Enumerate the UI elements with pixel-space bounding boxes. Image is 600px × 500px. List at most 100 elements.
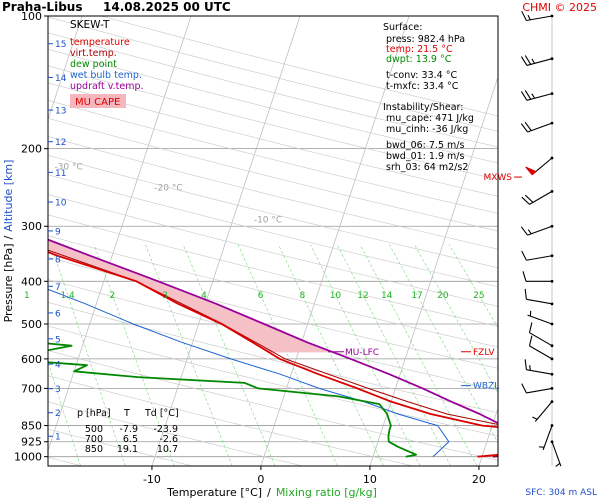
table-header-p: p [hPa] xyxy=(77,408,111,419)
wind-barb xyxy=(520,121,554,133)
instability-mu-cape: mu_cape: 471 J/kg xyxy=(386,113,474,124)
altitude-tick-label: 3 xyxy=(55,385,61,395)
instability-mu-cinh: mu_cinh: -36 J/kg xyxy=(386,124,468,135)
mixing-ratio-label: 10 xyxy=(330,291,342,301)
mixing-ratio-line xyxy=(50,244,126,466)
mu-cape-swatch xyxy=(70,94,126,108)
mixing-ratio-line xyxy=(93,244,175,466)
altitude-tick-label: 12 xyxy=(55,138,66,148)
y-axis-label-altitude: Altitude [km] xyxy=(2,160,15,232)
altitude-tick-label: 6 xyxy=(55,309,61,319)
legend-wet-bulb: wet bulb temp. xyxy=(70,70,142,81)
table-header-td: Td [°C] xyxy=(144,408,179,419)
altitude-tick-label: 9 xyxy=(55,227,61,237)
mixing-ratio-line xyxy=(414,244,498,394)
legend: SKEW-T temperature virt.temp. dew point … xyxy=(70,19,144,108)
mixing-ratio-label: 20 xyxy=(437,291,449,301)
pressure-tick-label: 700 xyxy=(21,382,42,395)
wind-barb xyxy=(521,10,554,22)
surface-temp: temp: 21.5 °C xyxy=(386,44,453,55)
legend-temperature: temperature xyxy=(70,37,130,48)
instability-info: Instability/Shear: mu_cape: 471 J/kg mu_… xyxy=(383,102,474,173)
mu-cape-area xyxy=(48,239,334,353)
pressure-axis: 100 200 300 400 500 600 700 850 925 1000 xyxy=(14,10,48,464)
wind-barb xyxy=(525,156,554,176)
mixing-ratio-label: 4 xyxy=(201,291,207,301)
wbzl-label: WBZL xyxy=(473,382,499,392)
instability-srh03: srh_03: 64 m2/s2 xyxy=(386,162,468,173)
dry-adiabat xyxy=(48,174,498,288)
table-row-td: -2.6 xyxy=(159,434,178,445)
sounding-datetime: 14.08.2025 00 UTC xyxy=(103,0,231,14)
y-axis-label-sep: / xyxy=(2,235,15,239)
wind-barb xyxy=(520,224,554,236)
updraft-virtual-temp-line xyxy=(48,238,498,458)
altitude-tick-label: 5 xyxy=(55,335,61,345)
wind-barb xyxy=(520,55,554,66)
temperature-tick-label: -10 xyxy=(143,473,161,486)
dry-adiabat xyxy=(48,155,498,269)
pressure-tick-label: 200 xyxy=(21,143,42,156)
table-header-t: T xyxy=(123,408,130,419)
mixing-ratio-line xyxy=(310,244,421,466)
mixing-ratio-line xyxy=(336,244,451,466)
dry-adiabat xyxy=(48,401,303,466)
mixing-ratio-label: 2 xyxy=(109,291,115,301)
isotherm-label: -20 °C xyxy=(154,183,182,193)
pressure-tick-label: 600 xyxy=(21,353,42,366)
surface-info: Surface: press: 982.4 hPa temp: 21.5 °C … xyxy=(383,22,465,92)
altitude-tick-label: 2 xyxy=(55,409,61,419)
wind-barb xyxy=(528,335,554,361)
legend-updraft-virtual-temp: updraft v.temp. xyxy=(70,81,144,92)
dry-adiabat xyxy=(48,136,498,250)
wind-barb xyxy=(524,288,554,306)
wind-barb xyxy=(527,310,554,326)
wind-barb xyxy=(521,250,554,261)
mixing-ratio-label: 6 xyxy=(258,291,264,301)
legend-mu-cape: MU CAPE xyxy=(75,97,120,108)
altitude-tick-label: 11 xyxy=(55,169,66,179)
surface-dwpt: dwpt: 13.9 °C xyxy=(386,54,452,65)
pressure-tick-label: 100 xyxy=(21,10,42,23)
surface-tconv: t-conv: 33.4 °C xyxy=(386,70,457,81)
y-axis-label-pressure: Pressure [hPa] xyxy=(2,243,15,322)
altitude-tick-label: 1 xyxy=(55,433,61,443)
table-row-td: 10.7 xyxy=(157,444,178,455)
legend-dew-point: dew point xyxy=(70,59,117,70)
altitude-tick-label: 8 xyxy=(55,256,61,266)
temperature-axis: -10 0 10 20 xyxy=(143,466,486,486)
table-row-p: 500 xyxy=(85,424,103,435)
table-row-p: 700 xyxy=(85,434,103,445)
altitude-tick-label: 13 xyxy=(55,107,66,117)
wet-bulb-line xyxy=(48,288,450,458)
isotherm-line xyxy=(48,16,83,121)
pressure-tick-label: 925 xyxy=(21,436,42,449)
mixing-ratio-label: 3 xyxy=(162,291,168,301)
wind-barb xyxy=(538,424,554,451)
mixing-ratio-label: 12 xyxy=(357,291,368,301)
temperature-tick-label: 20 xyxy=(472,473,486,486)
surface-press: press: 982.4 hPa xyxy=(386,34,465,45)
dry-adiabat xyxy=(48,325,498,437)
pressure-tick-label: 850 xyxy=(21,420,42,433)
table-row-t: 6.5 xyxy=(123,434,138,445)
altitude-tick-label: 7 xyxy=(55,283,61,293)
temperature-tick-label: 10 xyxy=(363,473,377,486)
legend-virtual-temp: virt.temp. xyxy=(70,48,117,59)
mixing-ratio-lines xyxy=(48,244,498,466)
pressure-tick-label: 300 xyxy=(21,220,42,233)
wind-barb xyxy=(528,322,554,348)
credit: CHMI © 2025 xyxy=(522,1,597,14)
mixing-ratio-label: 17 xyxy=(411,291,422,301)
mixing-ratio-label: 14 xyxy=(381,291,393,301)
mixing-ratio-label: 1 xyxy=(24,291,30,301)
wind-barb xyxy=(524,359,554,376)
table-row-p: 850 xyxy=(85,444,103,455)
dry-adiabat xyxy=(48,99,498,214)
altitude-tick-label: 15 xyxy=(55,40,66,50)
mixing-ratio-label: 25 xyxy=(473,291,484,301)
temperature-line xyxy=(48,251,498,458)
dry-adiabat xyxy=(48,428,193,466)
dry-adiabat xyxy=(48,194,498,307)
